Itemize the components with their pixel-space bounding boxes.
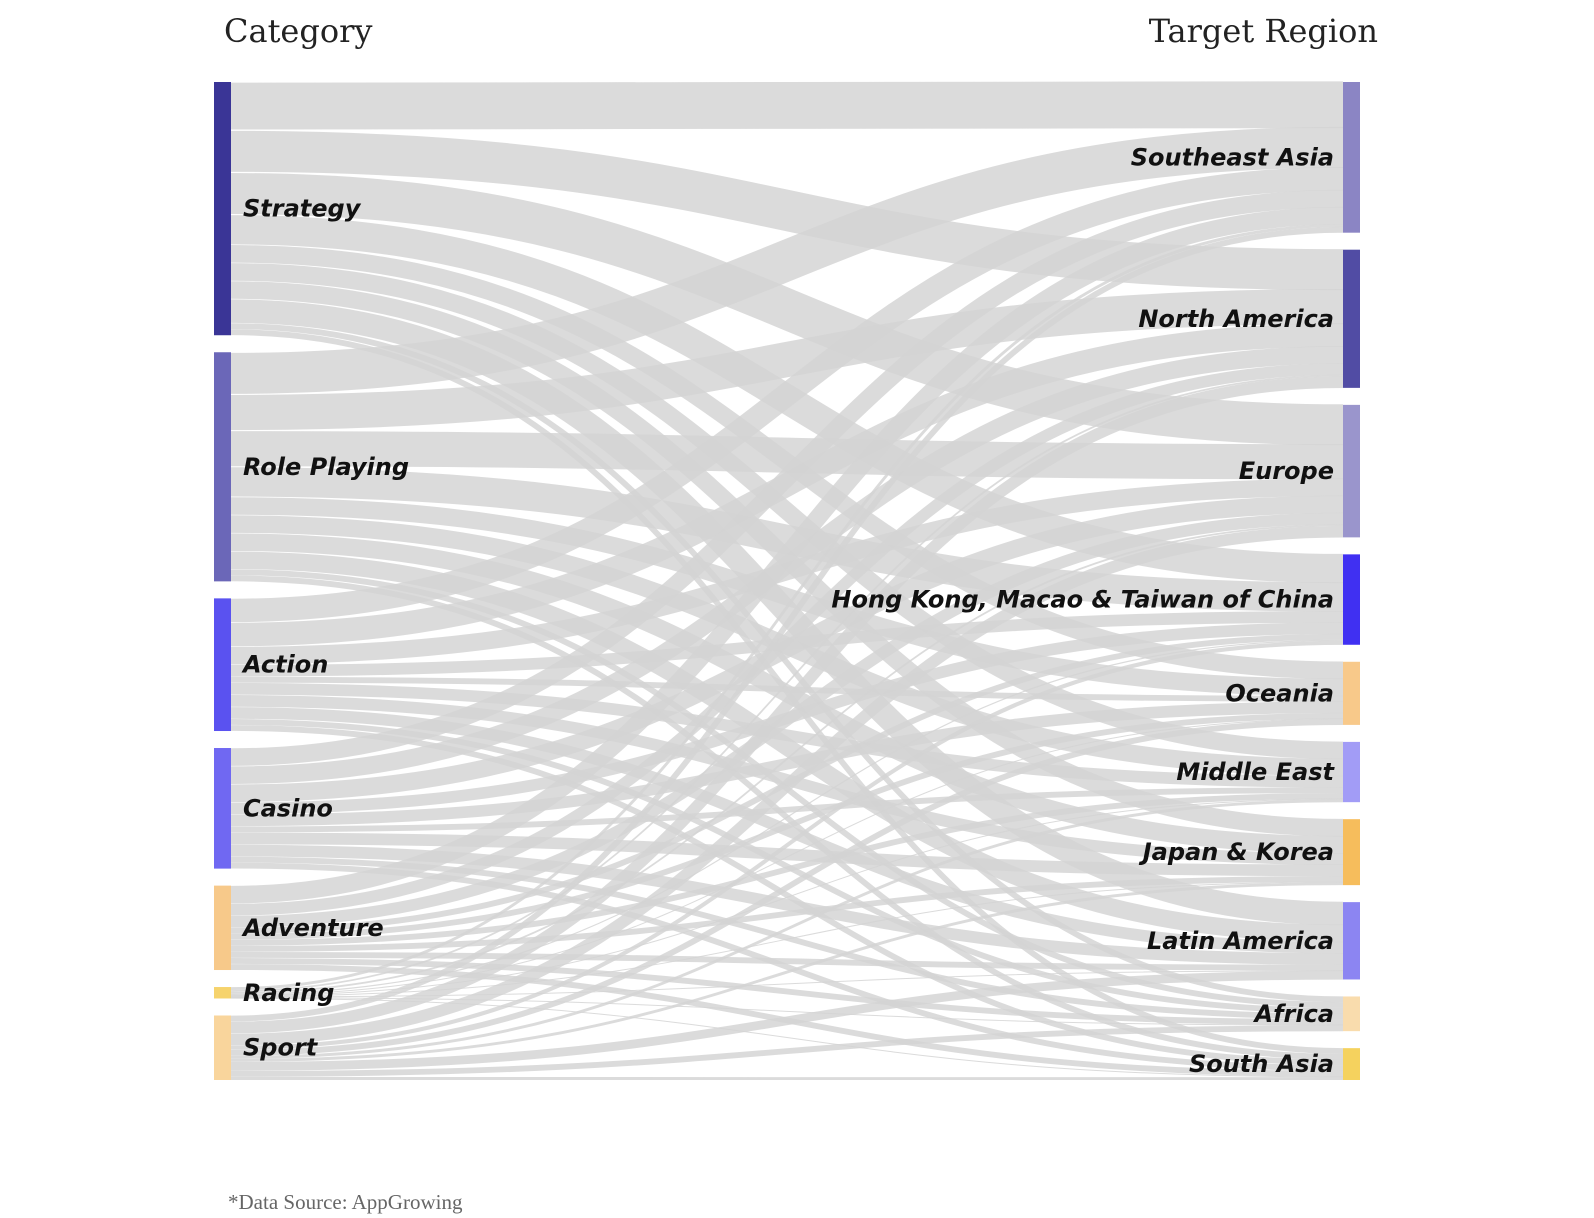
label-sport: Sport: [243, 1034, 319, 1062]
label-adventure: Adventure: [241, 914, 384, 942]
nodes-layer: [214, 82, 1360, 1080]
node-latin-america: [1343, 902, 1360, 980]
link-casino-to-japan-and-korea: [230, 832, 1344, 877]
node-hong-kong-macao-and-taiwan-of-china: [1343, 554, 1360, 645]
node-oceania: [1343, 661, 1360, 725]
link-casino-to-africa: [230, 856, 1344, 1020]
link-sport-to-japan-and-korea: [230, 882, 1344, 1062]
link-racing-to-oceania: [230, 718, 1344, 996]
link-role-playing-to-oceania: [230, 497, 1344, 697]
labels-layer: Strategy Role Playing Action Casino Adventur…: [241, 143, 1336, 1078]
link-action-to-middle-east: [230, 682, 1344, 788]
links-layer: [230, 81, 1344, 1081]
link-action-to-oceania: [230, 676, 1344, 702]
link-casino-to-southeast-asia: [230, 189, 1344, 766]
right-column-header: Target Region: [1148, 12, 1378, 50]
node-adventure: [214, 885, 231, 971]
label-strategy: Strategy: [243, 195, 362, 223]
node-africa: [1343, 996, 1360, 1032]
link-strategy-to-middle-east: [230, 263, 1344, 760]
link-adventure-to-southeast-asia: [230, 206, 1344, 904]
label-southeast-asia: Southeast Asia: [1131, 143, 1334, 171]
link-adventure-to-oceania: [230, 712, 1344, 940]
label-hong-kong-macao-and-taiwan-of-china: Hong Kong, Macao & Taiwan of China: [831, 586, 1334, 614]
link-sport-to-latin-america: [230, 970, 1344, 1071]
data-source-note: *Data Source: AppGrowing: [228, 1190, 463, 1214]
link-sport-to-africa: [230, 1025, 1344, 1077]
link-action-to-southeast-asia: [230, 166, 1344, 623]
left-column-header: Category: [224, 12, 373, 50]
link-sport-to-hong-kong-macao-and-taiwan-of-china: [230, 640, 1344, 1050]
node-north-america: [1343, 249, 1360, 388]
node-sport: [214, 1015, 231, 1080]
link-racing-to-north-america: [230, 374, 1344, 992]
label-latin-america: Latin America: [1147, 927, 1334, 955]
label-oceania: Oceania: [1225, 679, 1334, 707]
link-adventure-to-europe: [230, 512, 1344, 928]
link-racing-to-southeast-asia: [230, 224, 1344, 990]
node-strategy: [214, 82, 231, 336]
link-casino-to-middle-east: [230, 787, 1344, 833]
node-middle-east: [1343, 741, 1360, 803]
label-action: Action: [241, 651, 328, 679]
link-strategy-to-southeast-asia: [230, 81, 1344, 130]
label-south-asia: South Asia: [1189, 1050, 1334, 1078]
link-sport-to-middle-east: [230, 799, 1344, 1059]
link-casino-to-europe: [230, 495, 1344, 803]
link-racing-to-africa: [230, 997, 1344, 1026]
link-sport-to-southeast-asia: [230, 226, 1344, 1022]
node-southeast-asia: [1343, 82, 1360, 233]
node-south-asia: [1343, 1048, 1360, 1080]
link-adventure-to-north-america: [230, 363, 1344, 916]
node-role-playing: [214, 352, 231, 582]
label-role-playing: Role Playing: [243, 453, 409, 481]
link-role-playing-to-japan-and-korea: [230, 533, 1344, 854]
link-casino-to-oceania: [230, 701, 1344, 827]
link-sport-to-europe: [230, 525, 1344, 1046]
label-japan-and-korea: Japan & Korea: [1139, 838, 1334, 866]
link-adventure-to-middle-east: [230, 792, 1344, 946]
label-racing: Racing: [243, 979, 334, 1007]
link-strategy-to-europe: [230, 173, 1344, 446]
label-middle-east: Middle East: [1176, 758, 1335, 786]
label-europe: Europe: [1239, 457, 1334, 485]
link-sport-to-north-america: [230, 376, 1344, 1034]
link-racing-to-europe: [230, 524, 1344, 994]
link-role-playing-to-europe: [230, 431, 1344, 480]
link-role-playing-to-hong-kong-macao-and-taiwan-of-china: [230, 467, 1344, 612]
link-role-playing-to-southeast-asia: [230, 126, 1344, 394]
link-racing-to-south-asia: [230, 997, 1344, 1078]
link-action-to-africa: [230, 719, 1344, 1014]
node-racing: [214, 987, 231, 999]
node-europe: [1343, 404, 1360, 538]
node-japan-and-korea: [1343, 819, 1360, 886]
link-role-playing-to-north-america: [230, 288, 1344, 431]
link-sport-to-oceania: [230, 719, 1344, 1056]
label-casino: Casino: [243, 794, 333, 822]
label-africa: Africa: [1253, 1000, 1335, 1028]
label-north-america: North America: [1138, 305, 1334, 333]
node-action: [214, 598, 231, 732]
node-casino: [214, 748, 231, 869]
